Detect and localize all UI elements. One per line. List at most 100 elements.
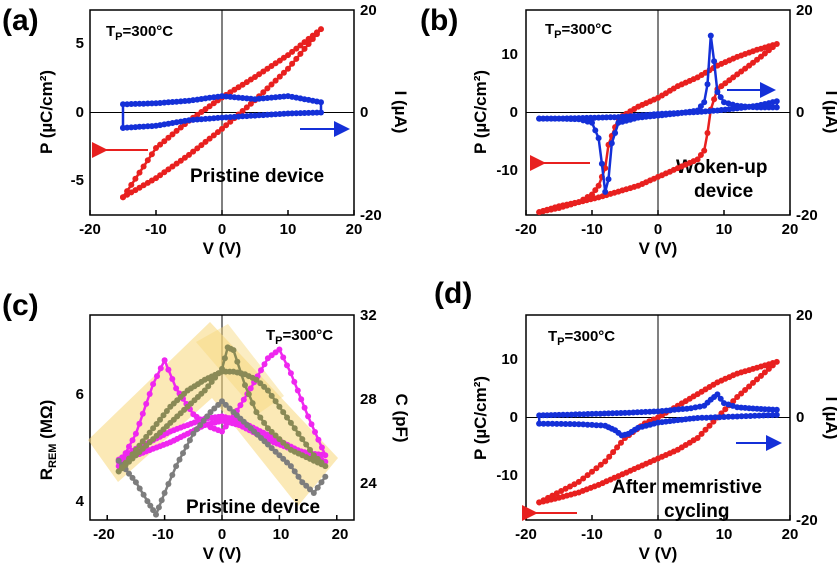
data-point: [122, 459, 129, 466]
y-left-tick-b: 10: [501, 46, 518, 63]
data-point: [698, 430, 705, 437]
data-point: [571, 421, 578, 428]
panel-a: (a) -20 -10 0 10 20 5 0 -5 20 0 -20 V (V…: [2, 2, 410, 258]
data-point: [773, 104, 780, 111]
data-point: [264, 425, 271, 432]
data-point: [769, 362, 776, 369]
data-point: [322, 463, 329, 470]
y-right-tick-b: 20: [796, 2, 813, 19]
data-point: [314, 455, 321, 462]
data-point: [589, 468, 595, 475]
data-point: [730, 398, 737, 405]
data-point: [160, 412, 167, 419]
data-point: [247, 385, 254, 392]
panel-label-a: (a): [2, 4, 39, 37]
x-tick-b: 10: [716, 221, 733, 238]
data-point: [126, 470, 132, 477]
data-point: [562, 485, 569, 492]
data-point: [208, 378, 215, 385]
data-point: [318, 26, 324, 33]
data-point: [206, 135, 213, 142]
data-point: [245, 391, 252, 398]
data-point: [205, 383, 212, 390]
data-point: [758, 53, 764, 60]
data-point: [717, 94, 724, 101]
panel-label-d: (d): [434, 277, 472, 310]
data-point: [318, 459, 325, 466]
y-left-tick-b: -10: [496, 162, 518, 179]
data-point: [694, 415, 701, 421]
data-point: [584, 472, 591, 479]
data-point: [148, 151, 155, 158]
data-point: [291, 425, 298, 432]
data-point: [190, 430, 197, 437]
data-point: [173, 127, 180, 134]
data-point: [201, 387, 208, 394]
data-point: [167, 403, 174, 410]
data-point: [230, 347, 237, 354]
annotation-c: Pristine device: [186, 497, 320, 518]
data-point: [143, 400, 150, 407]
data-point: [132, 175, 139, 182]
series-i-b: [536, 32, 780, 195]
y-right-tick-a: 0: [360, 104, 368, 121]
data-point: [200, 417, 207, 424]
data-point: [120, 194, 126, 201]
data-point: [272, 432, 279, 439]
data-point: [280, 439, 287, 446]
data-point: [707, 414, 714, 421]
data-point: [143, 433, 150, 440]
data-point: [223, 122, 230, 129]
data-point: [318, 444, 325, 451]
data-point: [303, 441, 310, 448]
data-point: [597, 410, 604, 417]
x-tick-c: 0: [218, 526, 226, 543]
data-point: [257, 414, 264, 421]
data-point: [298, 396, 305, 403]
data-point: [701, 99, 708, 106]
data-point: [299, 479, 306, 486]
data-point: [153, 511, 159, 518]
data-point: [308, 421, 315, 428]
data-point: [221, 355, 228, 362]
data-point: [146, 429, 153, 436]
data-point: [592, 187, 599, 194]
data-point: [567, 483, 573, 490]
series-i-a: [120, 93, 324, 131]
data-point: [765, 47, 772, 54]
data-point: [136, 442, 143, 449]
y-right-label-b: I (µA): [822, 91, 837, 134]
data-point: [157, 141, 164, 148]
data-point: [571, 481, 578, 488]
data-point: [618, 439, 624, 446]
data-point: [598, 160, 605, 167]
data-point: [202, 138, 209, 145]
data-point: [697, 103, 704, 110]
data-point: [562, 421, 569, 427]
data-point: [276, 436, 283, 443]
data-point: [717, 395, 724, 402]
data-point: [310, 452, 317, 459]
data-point: [215, 401, 222, 408]
data-point: [257, 380, 264, 387]
data-point: [161, 357, 168, 364]
tp-label-c: TP=300°C: [266, 327, 333, 347]
data-point: [722, 406, 729, 413]
data-point: [301, 45, 308, 52]
data-point: [261, 383, 268, 390]
data-point: [153, 145, 159, 151]
y-left-tick-c: 6: [76, 386, 84, 403]
y-left-tick-d: 0: [510, 409, 518, 426]
data-point: [132, 446, 139, 453]
data-point: [312, 429, 318, 435]
data-point: [194, 145, 201, 152]
y-left-tick-a: 5: [76, 35, 84, 52]
data-point: [177, 124, 184, 131]
data-point: [725, 413, 732, 420]
data-point: [287, 463, 294, 470]
data-point: [301, 404, 308, 411]
x-tick-c: 20: [332, 526, 349, 543]
data-point: [258, 367, 264, 374]
data-point: [126, 443, 132, 450]
data-point: [285, 65, 291, 72]
